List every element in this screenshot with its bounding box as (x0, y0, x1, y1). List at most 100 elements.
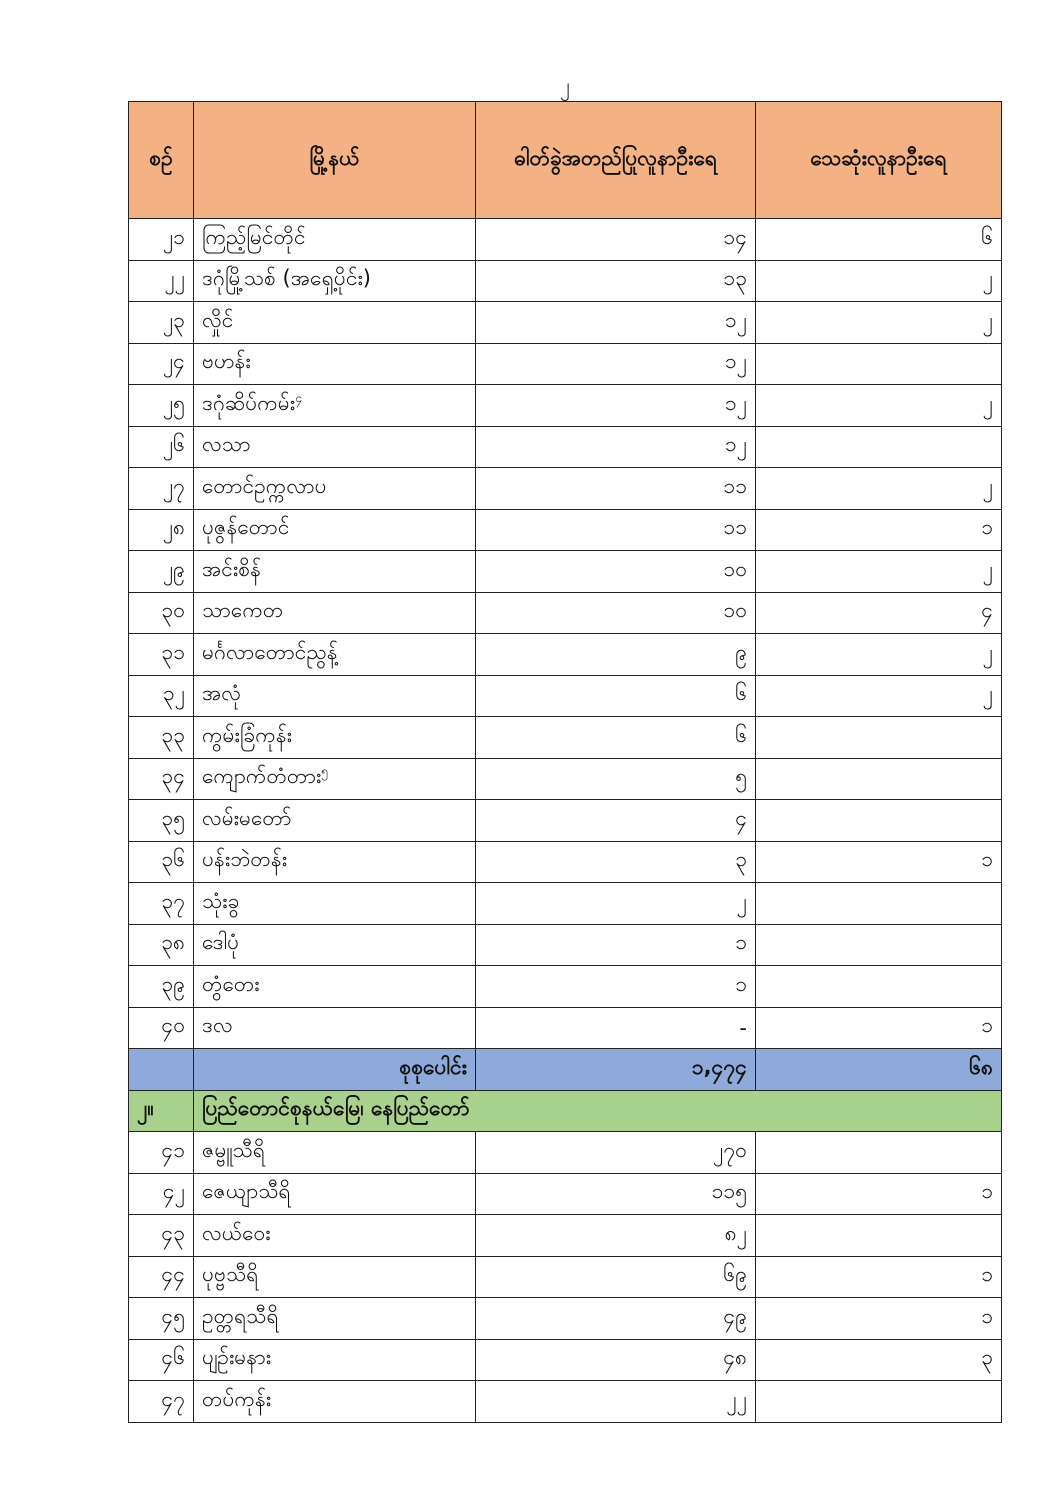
row-serial-text: ၂၂ (164, 266, 185, 291)
section-row: ၂။ ပြည်တောင်စုနယ်မြေ၊ နေပြည်တော် (128, 1089, 1002, 1132)
row-serial: ၃၈ (128, 923, 194, 966)
row-deaths (755, 799, 1002, 842)
table-row: ၂၂ ဒဂုံမြို့သစ် (အရှေ့ပိုင်း) ၁၃ ၂ (128, 259, 1002, 302)
row-township: တောင်ဥက္ကလာပ (193, 467, 476, 510)
table-row: ၄၇ တပ်ကုန်း ၂၂ (128, 1380, 1002, 1423)
row-confirmed: ၁၂ (475, 342, 756, 385)
row-confirmed-text: ၂ (736, 888, 747, 913)
row-serial: ၄၆ (128, 1338, 194, 1381)
row-township: လမ်းမတော် (193, 799, 476, 842)
row-serial-text: ၃၅ (161, 805, 185, 830)
header-township: မြို့နယ် (193, 101, 476, 219)
header-deaths: သေဆုံးလူနာဦးရေ (755, 101, 1002, 219)
row-serial: ၂၅ (128, 384, 194, 427)
row-township: ဒဂုံမြို့သစ် (အရှေ့ပိုင်း) (193, 259, 476, 302)
header-confirmed: ဓါတ်ခွဲအတည်ပြုလူနာဦးရေ (475, 101, 756, 219)
table-row: ၄၆ ပျဉ်းမနား ၄၈ ၃ (128, 1338, 1002, 1381)
row-serial: ၄၃ (128, 1214, 194, 1257)
row-confirmed: ၁၂ (475, 384, 756, 427)
row-deaths (755, 1380, 1002, 1423)
row-confirmed: ၂၂ (475, 1380, 756, 1423)
row-township: မင်္ဂလာတောင်ညွန့် (193, 633, 476, 676)
row-confirmed: ၁၃ (475, 259, 756, 302)
row-confirmed: ၁ (475, 923, 756, 966)
row-serial-text: ၃၃ (161, 722, 185, 747)
row-confirmed: ၁၂ (475, 301, 756, 344)
row-serial: ၄၇ (128, 1380, 194, 1423)
row-township-text: ဒေါပုံ (202, 930, 240, 955)
row-deaths: ၁ (755, 1255, 1002, 1298)
row-township-text: ဥတ္တရသီရိ (202, 1303, 279, 1328)
row-serial: ၃၂ (128, 674, 194, 717)
row-serial: ၃၀ (128, 591, 194, 634)
row-serial-text: ၃၉ (161, 971, 185, 996)
row-serial-text: ၃၄ (161, 764, 185, 789)
table-row: ၄၂ ဇေယျာသီရိ ၁၁၅ ၁ (128, 1172, 1002, 1215)
row-confirmed: ၄၈ (475, 1338, 756, 1381)
row-confirmed: ၁၂ (475, 425, 756, 468)
row-serial: ၂၈ (128, 508, 194, 551)
row-deaths-text: ၂ (982, 556, 993, 581)
row-deaths: ၁ (755, 840, 1002, 883)
row-serial: ၃၁ (128, 633, 194, 676)
row-confirmed: ၁၀ (475, 550, 756, 593)
row-deaths: ၂ (755, 550, 1002, 593)
row-serial-text: ၄၅ (161, 1303, 185, 1328)
row-serial-text: ၂၃ (162, 307, 185, 332)
row-deaths-text: ၃ (981, 1345, 993, 1370)
row-confirmed-text: ၃ (735, 847, 747, 872)
table-row: ၂၈ ပုဇွန်တောင် ၁၁၁ (128, 508, 1002, 551)
row-confirmed: ၁၁ (475, 467, 756, 510)
row-confirmed-text: ၁၂ (724, 390, 747, 415)
row-deaths: ၂ (755, 633, 1002, 676)
row-township: ကြည့်မြင်တိုင် (193, 218, 476, 261)
table-row: ၃၈ ဒေါပုံ ၁ (128, 923, 1002, 966)
table-row: ၂၅ ဒဂုံဆိပ်ကမ်း၄ ၁၂ ၂ (128, 384, 1002, 427)
row-township-text: မင်္ဂလာတောင်ညွန့် (202, 639, 338, 664)
row-township-text: ပန်းဘဲတန်း (202, 847, 288, 872)
row-deaths-text: ၁ (981, 1303, 993, 1328)
row-township: လယ်ဝေး (193, 1214, 476, 1257)
total-serial (128, 1048, 194, 1091)
row-township-text: သာကေတ (202, 598, 284, 623)
row-deaths-text: ၆ (981, 224, 993, 249)
table-row: ၃၄ ကျောက်တံတား၅၅ (128, 757, 1002, 800)
row-serial: ၃၅ (128, 799, 194, 842)
row-serial-text: ၄၃ (161, 1220, 185, 1245)
row-confirmed: ၁၀ (475, 591, 756, 634)
row-serial: ၂၁ (128, 218, 194, 261)
row-deaths-text: ၂ (982, 266, 993, 291)
total-label: စုစုပေါင်း (193, 1048, 476, 1091)
row-township: လသာ (193, 425, 476, 468)
row-township: တပ်ကုန်း (193, 1380, 476, 1423)
row-deaths (755, 923, 1002, 966)
row-serial: ၂၆ (128, 425, 194, 468)
row-confirmed-text: ၁၀ (723, 598, 747, 623)
row-confirmed: ၁၁ (475, 508, 756, 551)
row-serial-text: ၂၈ (162, 515, 185, 540)
section-title: ပြည်တောင်စုနယ်မြေ၊ နေပြည်တော် (193, 1089, 1002, 1132)
row-deaths-text: ၁ (981, 847, 993, 872)
row-township-text: ကွမ်းခြံကုန်း (202, 722, 292, 747)
row-serial: ၂၉ (128, 550, 194, 593)
row-confirmed: ၁၁၅ (475, 1172, 756, 1215)
row-confirmed: ၁ (475, 965, 756, 1008)
row-confirmed-text: ၂၇၀ (713, 1137, 747, 1162)
row-serial-text: ၂၇ (162, 473, 185, 498)
row-serial-text: ၂၁ (162, 224, 185, 249)
table-row: ၂၃ လှိုင် ၁၂ ၂ (128, 301, 1002, 344)
row-serial: ၄၄ (128, 1255, 194, 1298)
row-deaths: ၃ (755, 1338, 1002, 1381)
row-confirmed-text: ၁ (735, 971, 747, 996)
row-serial: ၂၂ (128, 259, 194, 302)
row-serial-text: ၂၉ (162, 556, 185, 581)
row-deaths: ၁ (755, 1172, 1002, 1215)
row-township: ဥတ္တရသီရိ (193, 1297, 476, 1340)
row-deaths: ၆ (755, 218, 1002, 261)
row-serial-text: ၂၆ (162, 432, 185, 457)
row-township-text: ဒဂုံဆိပ်ကမ်း (202, 390, 296, 415)
table-row: ၃၂ အလုံ ၆ ၂ (128, 674, 1002, 717)
row-serial-text: ၃၀ (161, 598, 185, 623)
row-township-text: ဇေယျာသီရိ (202, 1179, 291, 1204)
header-serial: စဉ် (128, 101, 194, 219)
